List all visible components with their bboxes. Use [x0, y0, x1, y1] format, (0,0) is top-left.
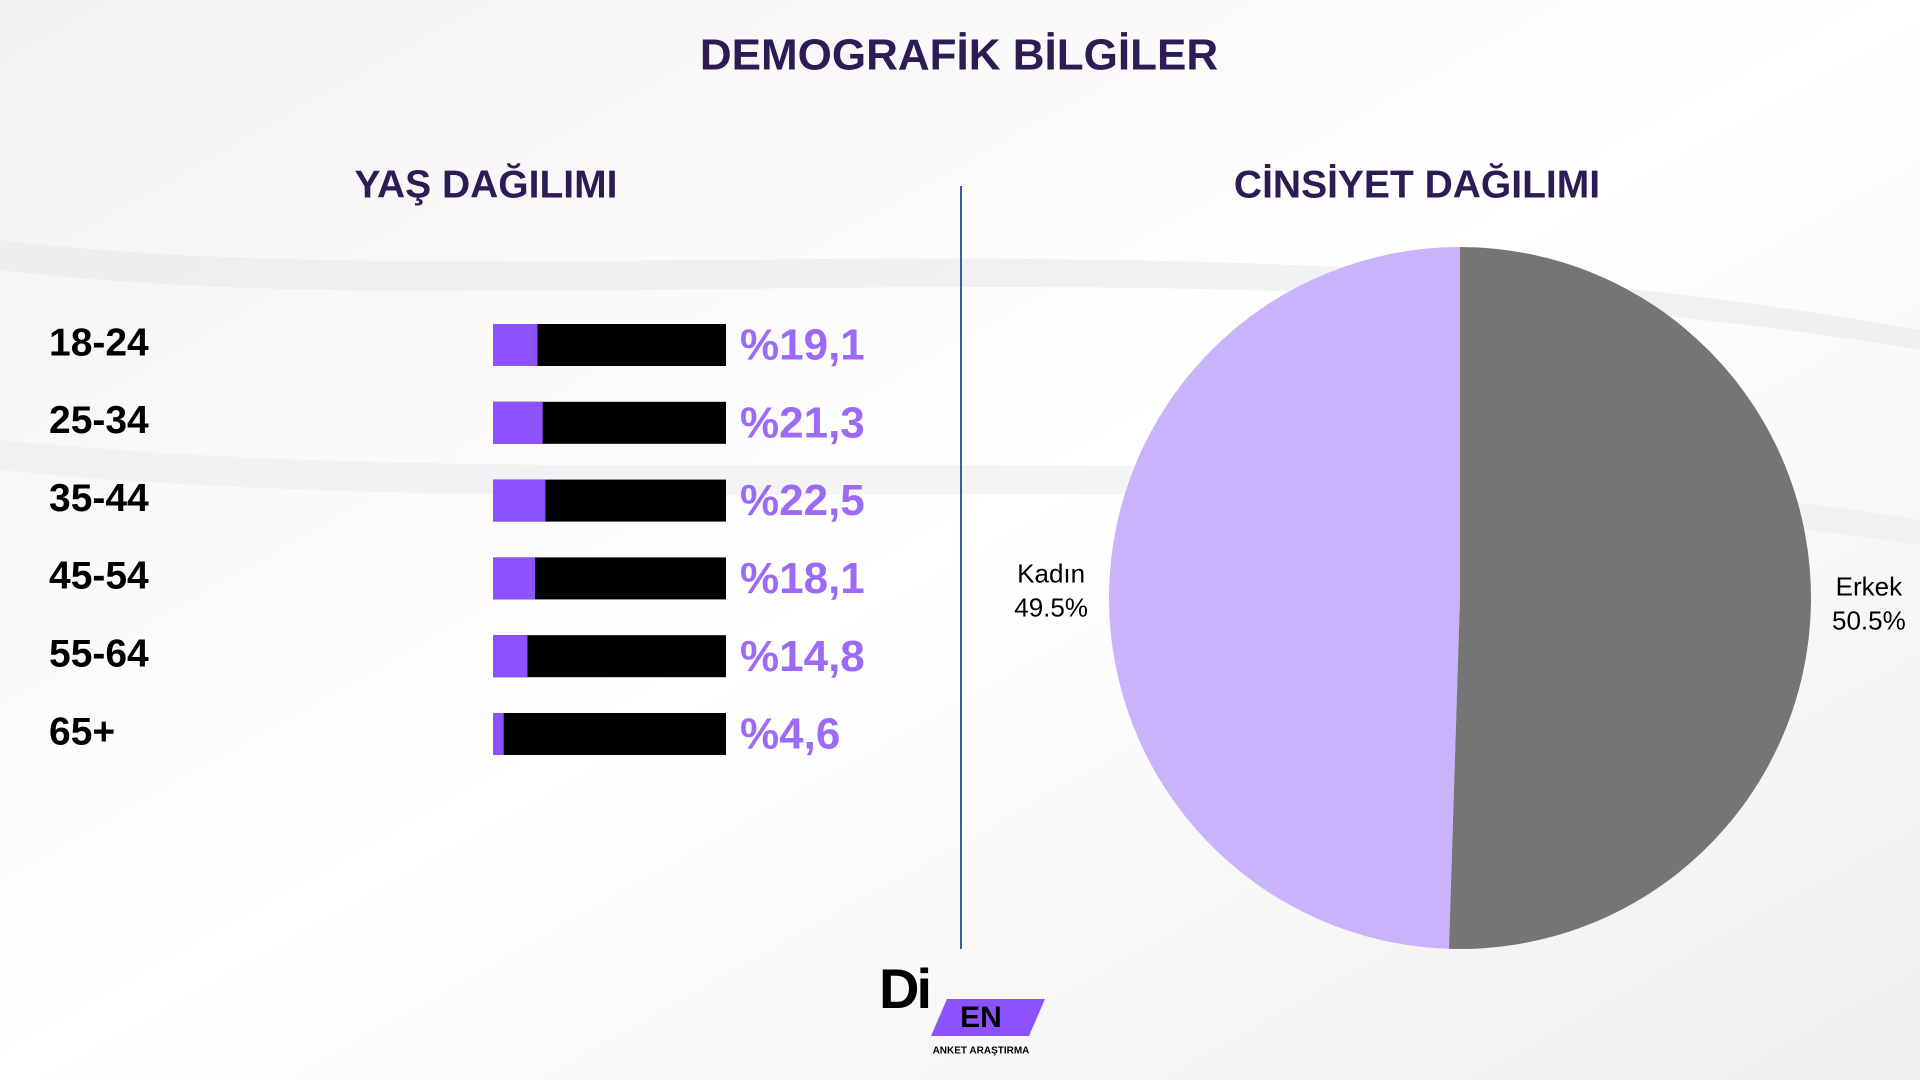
background-streak: [0, 240, 1920, 350]
logo-tagline: ANKET ARAŞTIRMA: [933, 1046, 1030, 1057]
logo-badge-bg: [931, 999, 1045, 1036]
bar: [493, 635, 528, 678]
section-title: YAŞ DAĞILIMI: [355, 162, 618, 206]
slice-value: 50.5%: [1832, 605, 1906, 635]
value-label: %19,1: [740, 321, 865, 370]
logo-mark: Di: [879, 957, 929, 1020]
bar: [493, 713, 504, 755]
bar-track: [493, 635, 726, 678]
value-label: %22,5: [740, 476, 865, 525]
category-label: 25-34: [49, 399, 149, 442]
bar: [493, 479, 546, 522]
value-label: %18,1: [740, 554, 865, 603]
page-title: DEMOGRAFİK BİLGİLER: [700, 31, 1218, 80]
logo: Di EN ANKET ARAŞTIRMA: [879, 957, 1045, 1057]
logo-badge: EN: [960, 1001, 1002, 1034]
category-label: 18-24: [49, 321, 149, 364]
value-label: %4,6: [740, 710, 840, 759]
category-label: 35-44: [49, 477, 149, 520]
value-label: %14,8: [740, 632, 865, 681]
pie-slice: [1109, 247, 1460, 949]
bar: [493, 324, 538, 366]
bar: [493, 401, 543, 444]
pie-slice: [1448, 247, 1812, 949]
bar-track: [493, 713, 726, 755]
category-label: 55-64: [49, 632, 149, 675]
bar: [493, 557, 536, 600]
category-label: 45-54: [49, 555, 149, 598]
slice-label: Erkek: [1836, 571, 1903, 601]
category-label: 65+: [49, 710, 115, 753]
value-label: %21,3: [740, 398, 865, 447]
section-title: CİNSİYET DAĞILIMI: [1234, 162, 1600, 206]
slice-value: 49.5%: [1014, 592, 1088, 622]
slice-label: Kadın: [1017, 558, 1085, 588]
